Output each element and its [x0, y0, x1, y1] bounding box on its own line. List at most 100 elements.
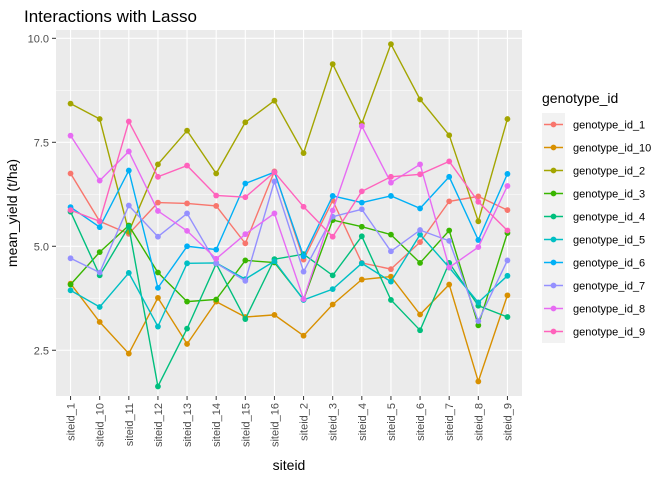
- legend-items: genotype_id_1 genotype_id_10 genotype_id_2…: [542, 113, 651, 343]
- data-point: [475, 218, 482, 225]
- y-tick-label: 10.0: [28, 33, 49, 45]
- data-point: [125, 350, 132, 357]
- x-tick-label: siteid_9: [502, 403, 514, 441]
- series-genotype_id_8: [67, 123, 511, 302]
- legend-item: genotype_id_5: [542, 228, 645, 251]
- data-point: [388, 297, 394, 303]
- data-point: [125, 167, 132, 174]
- legend-key-point: [550, 328, 557, 335]
- data-point: [125, 269, 132, 276]
- data-point: [388, 278, 394, 285]
- legend-item: genotype_id_7: [542, 274, 645, 297]
- legend-label: genotype_id_7: [573, 281, 645, 293]
- data-point: [329, 301, 336, 308]
- data-point: [184, 200, 190, 207]
- legend-label: genotype_id_8: [573, 304, 645, 316]
- legend-label: genotype_id_1: [573, 120, 645, 132]
- data-point: [184, 298, 190, 305]
- data-point: [388, 193, 394, 199]
- data-point: [329, 207, 336, 214]
- x-tick-label: siteid_4: [357, 403, 369, 441]
- x-tick-label: siteid_5: [386, 403, 398, 441]
- legend-key-point: [550, 213, 557, 220]
- data-point: [358, 276, 365, 283]
- x-tick-label: siteid_6: [415, 403, 427, 441]
- legend-label: genotype_id_3: [573, 189, 645, 201]
- data-point: [300, 203, 307, 210]
- data-point: [475, 198, 482, 205]
- data-point: [300, 150, 307, 157]
- legend-label: genotype_id_10: [573, 143, 651, 155]
- data-point: [271, 169, 278, 176]
- x-tick-label: siteid_15: [240, 403, 252, 447]
- data-point: [184, 243, 190, 250]
- data-point: [242, 194, 249, 201]
- data-point: [358, 260, 365, 267]
- legend-label: genotype_id_5: [573, 235, 645, 247]
- data-point: [504, 292, 511, 299]
- legend-item: genotype_id_1: [542, 113, 645, 136]
- data-point: [242, 180, 249, 187]
- data-point: [155, 173, 161, 180]
- data-point: [242, 316, 249, 322]
- x-tick-label: siteid_2: [299, 403, 311, 441]
- data-point: [125, 148, 132, 155]
- data-point: [271, 258, 278, 265]
- legend-label: genotype_id_6: [573, 258, 645, 270]
- x-tick-label: siteid_12: [153, 403, 165, 447]
- series-line: [70, 233, 508, 329]
- data-point: [271, 97, 278, 104]
- data-point: [417, 260, 423, 266]
- data-point: [388, 266, 394, 273]
- data-point: [358, 233, 365, 240]
- legend-key-point: [550, 167, 557, 174]
- data-point: [96, 116, 103, 122]
- legend-item: genotype_id_4: [542, 205, 645, 228]
- legend-item: genotype_id_6: [542, 251, 645, 274]
- data-point: [300, 296, 307, 302]
- data-point: [329, 61, 336, 68]
- data-point: [504, 116, 511, 122]
- data-point: [417, 161, 423, 168]
- data-point: [67, 207, 74, 213]
- data-point: [155, 161, 161, 168]
- x-axis: siteid_1 siteid_10 siteid_11 siteid_12 sitei…: [66, 396, 514, 447]
- data-point: [155, 323, 161, 330]
- minor-gridlines: [56, 90, 522, 299]
- data-point: [388, 248, 394, 255]
- data-point: [242, 240, 249, 247]
- data-point: [213, 203, 220, 209]
- data-point: [96, 224, 103, 231]
- legend-item: genotype_id_3: [542, 182, 645, 205]
- data-point: [446, 158, 453, 165]
- y-tick-label: 7.5: [34, 137, 49, 149]
- data-point: [300, 253, 307, 260]
- data-point: [446, 264, 453, 271]
- data-point: [446, 132, 453, 139]
- data-point: [358, 223, 365, 230]
- legend-key-point: [550, 190, 557, 197]
- y-tick-label: 5.0: [34, 241, 49, 253]
- data-point: [67, 100, 74, 107]
- data-point: [504, 227, 511, 234]
- data-point: [271, 178, 278, 185]
- data-point: [184, 127, 190, 134]
- data-point: [155, 269, 161, 276]
- legend-key-point: [550, 144, 557, 151]
- data-point: [475, 318, 482, 325]
- data-point: [67, 287, 74, 294]
- x-tick-label: siteid_16: [269, 403, 281, 447]
- data-point: [446, 237, 453, 244]
- data-point: [155, 208, 161, 214]
- legend-key-point: [550, 121, 557, 128]
- data-point: [475, 193, 482, 200]
- data-point: [242, 119, 249, 126]
- series-line: [70, 179, 509, 323]
- data-point: [504, 171, 511, 177]
- data-point: [96, 249, 103, 255]
- data-point: [125, 118, 132, 125]
- data-point: [446, 227, 453, 234]
- data-point: [96, 177, 103, 184]
- data-point: [417, 96, 423, 103]
- legend-key-point: [550, 236, 557, 243]
